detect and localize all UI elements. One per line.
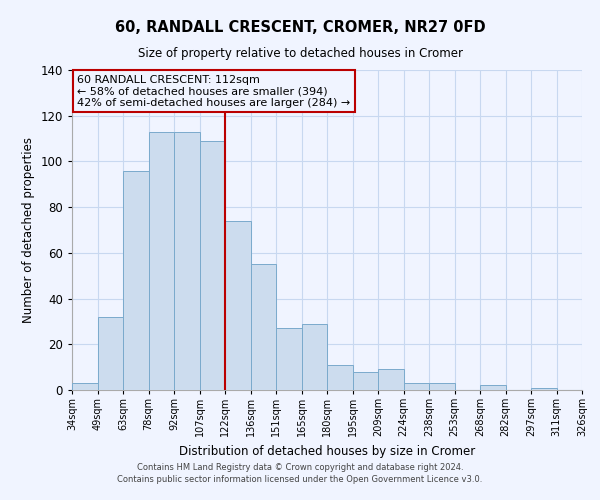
Bar [404, 383, 429, 390]
Bar [531, 388, 557, 390]
Bar [225, 221, 251, 390]
X-axis label: Distribution of detached houses by size in Cromer: Distribution of detached houses by size … [179, 444, 475, 458]
Bar [276, 328, 302, 390]
Bar [378, 370, 404, 390]
Text: Contains HM Land Registry data © Crown copyright and database right 2024.: Contains HM Land Registry data © Crown c… [137, 464, 463, 472]
Y-axis label: Number of detached properties: Number of detached properties [22, 137, 35, 323]
Bar [174, 132, 199, 390]
Bar [327, 365, 353, 390]
Text: 60 RANDALL CRESCENT: 112sqm
← 58% of detached houses are smaller (394)
42% of se: 60 RANDALL CRESCENT: 112sqm ← 58% of det… [77, 75, 350, 108]
Bar [429, 383, 455, 390]
Text: Size of property relative to detached houses in Cromer: Size of property relative to detached ho… [137, 48, 463, 60]
Bar [149, 132, 174, 390]
Bar [97, 317, 123, 390]
Bar [480, 386, 505, 390]
Text: Contains public sector information licensed under the Open Government Licence v3: Contains public sector information licen… [118, 475, 482, 484]
Text: 60, RANDALL CRESCENT, CROMER, NR27 0FD: 60, RANDALL CRESCENT, CROMER, NR27 0FD [115, 20, 485, 35]
Bar [302, 324, 327, 390]
Bar [123, 170, 149, 390]
Bar [199, 141, 225, 390]
Bar [72, 383, 97, 390]
Bar [353, 372, 378, 390]
Bar [251, 264, 276, 390]
